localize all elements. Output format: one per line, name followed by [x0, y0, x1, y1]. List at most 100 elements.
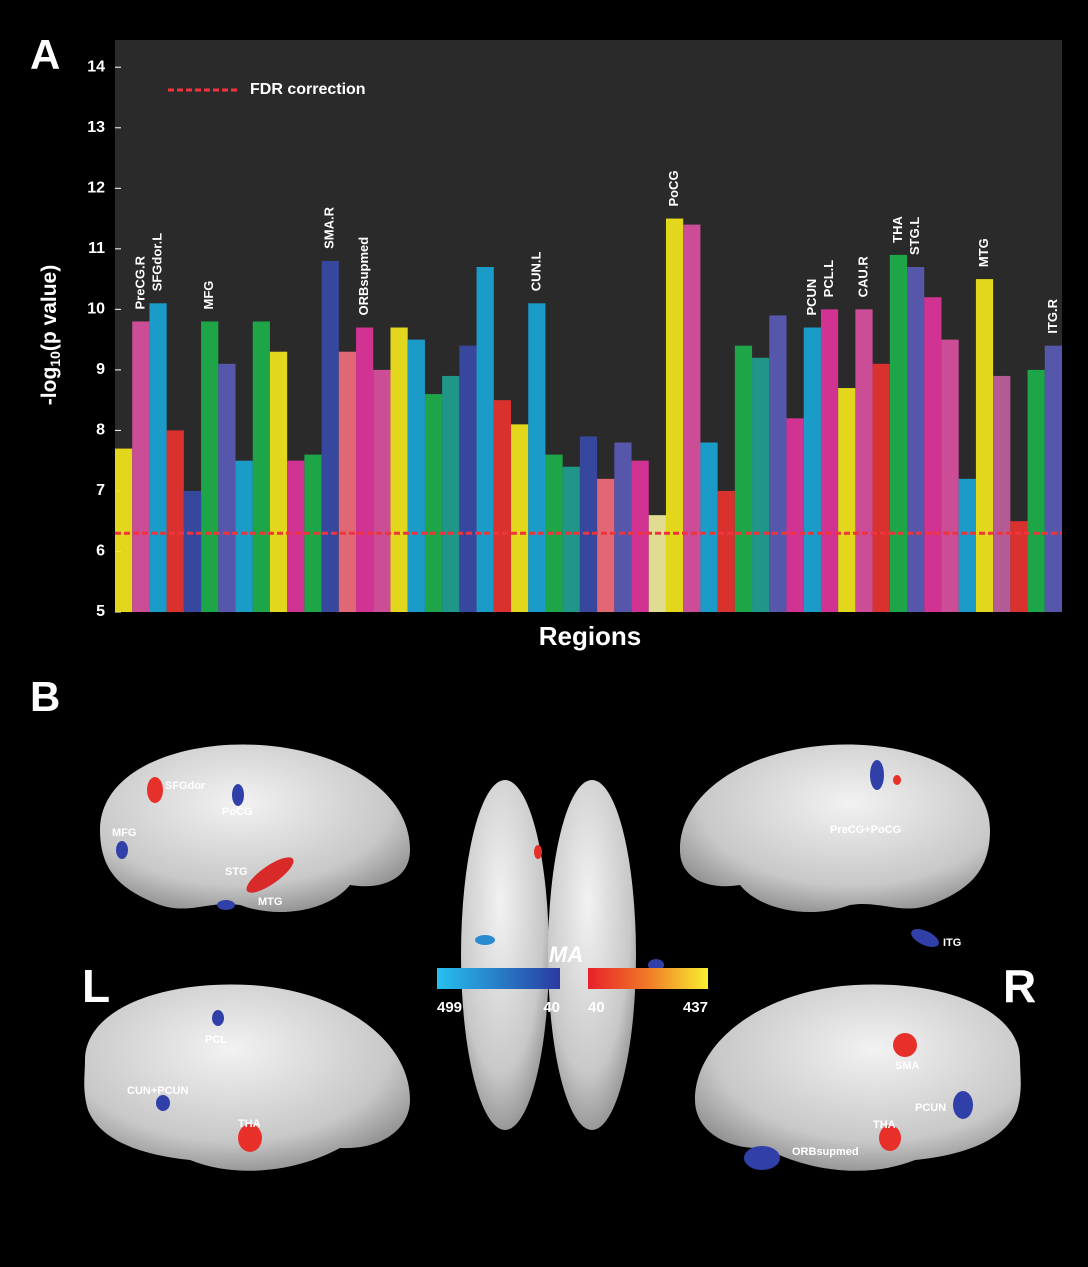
y-tick-label: 13 [87, 119, 105, 136]
colorbar-tick-label: 437 [683, 999, 708, 1016]
y-label-text: -log [38, 367, 61, 405]
region-label: CUN.L [528, 252, 543, 292]
activation-blob [238, 1124, 262, 1152]
region-label: SMA [895, 1060, 920, 1072]
region-column [820, 309, 839, 612]
region-column [993, 375, 1011, 612]
region-column [614, 442, 632, 612]
region-column [149, 303, 167, 612]
region-column [734, 345, 753, 612]
region-column [476, 266, 494, 612]
activation-blob [893, 775, 901, 785]
region-column [597, 478, 615, 612]
region-column [1010, 521, 1028, 612]
region-column [648, 515, 666, 612]
region-column [631, 460, 649, 612]
region-label: THA [238, 1118, 261, 1130]
region-column [941, 339, 959, 612]
y-tick-label: 6 [96, 543, 105, 560]
region-label: PCL.L [821, 260, 836, 298]
region-label: PreCG.R [132, 255, 147, 309]
brain-renderings [84, 744, 1021, 1171]
brain-top-right [548, 780, 636, 1130]
region-label: THA [890, 216, 905, 243]
region-column [201, 321, 219, 612]
y-tick-label: 14 [87, 58, 105, 75]
brain-left-medial [84, 984, 410, 1171]
region-label: PoCG [666, 170, 681, 206]
region-column [579, 436, 598, 612]
y-tick-label: 12 [87, 180, 105, 197]
region-column [132, 321, 150, 612]
region-label: MTG [976, 238, 991, 267]
region-label: PCUN [915, 1102, 946, 1114]
y-tick-label: 11 [88, 240, 105, 257]
region-column [1044, 345, 1062, 612]
region-column [269, 351, 288, 612]
activation-blob [147, 777, 163, 803]
brain-top-left [461, 780, 549, 1130]
activation-blob [534, 845, 542, 859]
brain-right-medial [695, 984, 1021, 1171]
region-column [924, 297, 942, 612]
y-tick-label: 5 [96, 603, 105, 620]
activation-blob [870, 760, 884, 790]
region-column [321, 260, 339, 612]
region-column [528, 303, 546, 612]
region-column [115, 448, 133, 612]
region-label: CAU.R [855, 256, 870, 298]
region-column [373, 369, 391, 612]
region-column [424, 394, 443, 612]
region-column [442, 375, 460, 612]
region-column [166, 430, 184, 612]
region-column [752, 357, 770, 612]
colorbar-tick-label: 499 [437, 999, 462, 1016]
region-label: PreCG+PoCG [830, 824, 901, 836]
y-tick-label: 9 [96, 361, 105, 378]
region-label: STG [225, 866, 248, 878]
region-column [390, 327, 408, 612]
activation-blob [217, 900, 235, 910]
region-column [459, 345, 477, 612]
region-column [545, 454, 563, 612]
region-column [872, 363, 890, 612]
region-column [356, 327, 374, 612]
region-label: ITG.R [1045, 298, 1060, 333]
colorbar-tick-label: 40 [543, 999, 560, 1016]
activation-blob [156, 1095, 170, 1111]
region-column [700, 442, 718, 612]
y-axis-label: -log10(p value) [38, 265, 63, 405]
activation-blob [911, 929, 939, 947]
region-column [855, 309, 873, 612]
region-column [769, 315, 787, 612]
region-column [975, 279, 994, 612]
x-axis-label: Regions [539, 621, 642, 651]
hemisphere-label: L [82, 960, 110, 1012]
region-column [511, 424, 529, 612]
region-label: PCUN [804, 279, 819, 316]
region-column [683, 224, 701, 612]
region-column [407, 339, 425, 612]
activation-blob [893, 1033, 917, 1057]
colorbar-title: MA [549, 942, 583, 967]
region-column [562, 466, 580, 612]
region-label: ORBsupmed [792, 1146, 859, 1158]
region-column [838, 388, 856, 612]
activation-blob [212, 1010, 224, 1026]
region-column [287, 460, 305, 612]
activation-blob [475, 935, 495, 945]
region-column [717, 490, 735, 612]
colorbar-positive [588, 968, 708, 989]
panel-label: B [30, 673, 60, 720]
region-column [1027, 369, 1045, 612]
region-column [803, 327, 821, 612]
activation-blob [879, 1125, 901, 1151]
panel-label: A [30, 31, 60, 78]
y-label-rest: (p value) [38, 265, 61, 351]
region-column [235, 460, 253, 612]
region-label: MTG [258, 896, 282, 908]
activation-blob [953, 1091, 973, 1119]
region-label: STG.L [907, 217, 922, 255]
activation-blob [232, 784, 244, 806]
